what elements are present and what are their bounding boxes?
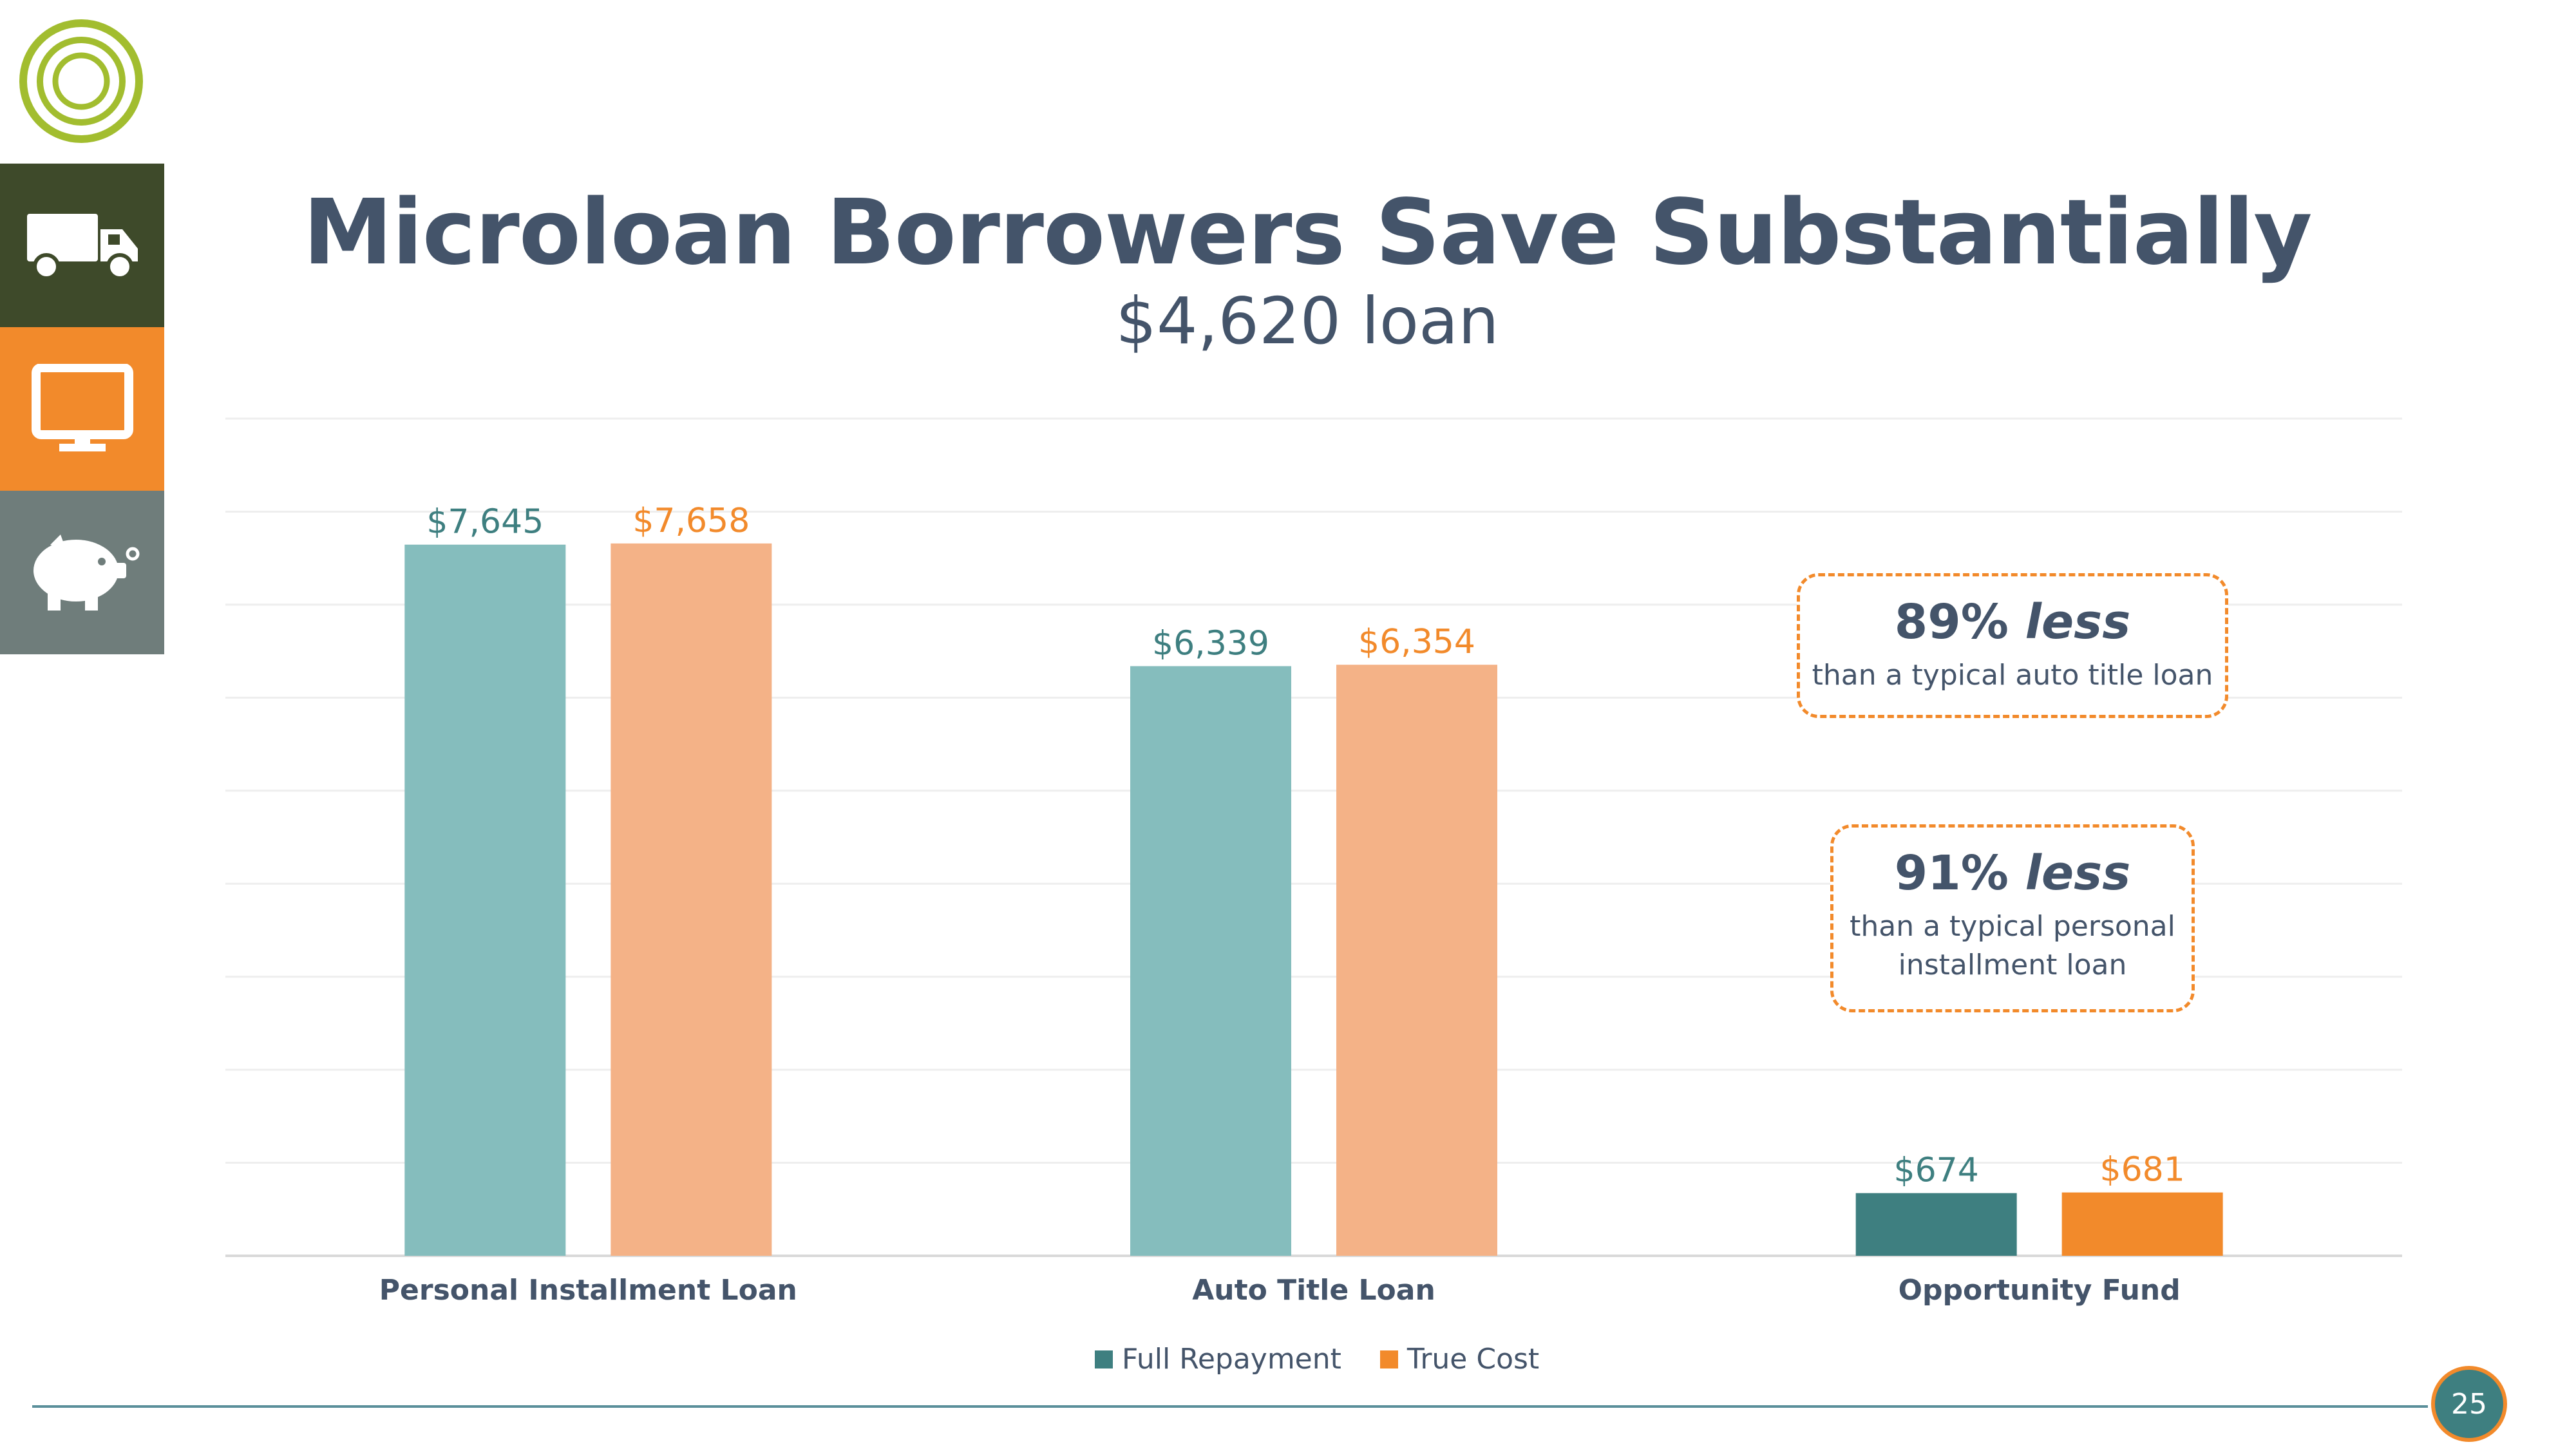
bar-true-cost — [1336, 665, 1497, 1256]
sidebar-tile-truck — [0, 164, 164, 327]
data-label: $7,658 — [632, 502, 750, 540]
truck-icon — [26, 214, 138, 280]
callout-auto-title-savings: 89% less than a typical auto title loan — [1797, 573, 2228, 718]
slide-title: Microloan Borrowers Save Substantially — [303, 180, 2312, 285]
page-number-badge: 25 — [2431, 1366, 2507, 1442]
monitor-icon — [31, 364, 133, 451]
piggy-bank-icon — [33, 535, 139, 611]
footer-divider — [32, 1405, 2428, 1408]
category-label: Auto Title Loan — [1192, 1274, 1435, 1307]
bar-full-repayment — [1855, 1193, 2017, 1256]
callout-percent: 89% less — [1894, 594, 2131, 650]
callout-percent: 91% less — [1894, 846, 2131, 901]
data-label: $6,354 — [1358, 623, 1475, 661]
bar-true-cost — [2061, 1192, 2223, 1256]
data-label: $674 — [1893, 1151, 1978, 1190]
legend-label: Full Repayment — [1122, 1343, 1341, 1376]
sidebar-tile-piggy — [0, 491, 164, 654]
legend-label: True Cost — [1406, 1343, 1540, 1376]
slide-subtitle: $4,620 loan — [1115, 283, 1499, 359]
callout-description: than a typical auto title loan — [1812, 659, 2213, 692]
legend-item-true-cost: True Cost — [1379, 1343, 1540, 1376]
sidebar-tile-monitor — [0, 327, 164, 491]
bar-full-repayment — [1130, 666, 1291, 1256]
logo-icon — [19, 19, 143, 143]
category-label: Personal Installment Loan — [379, 1274, 797, 1307]
callout-description: than a typical personal installment loan — [1850, 910, 2175, 981]
data-label: $7,645 — [426, 503, 544, 542]
data-label: $681 — [2099, 1151, 2184, 1189]
data-label: $6,339 — [1152, 624, 1269, 663]
bar-true-cost — [611, 543, 772, 1256]
callout-personal-installment-savings: 91% less than a typical personal install… — [1830, 824, 2195, 1012]
legend-swatch — [1095, 1350, 1113, 1368]
legend-item-full-repayment: Full Repayment — [1095, 1343, 1341, 1376]
legend-swatch — [1379, 1350, 1398, 1368]
chart-legend: Full Repayment True Cost — [1095, 1343, 1539, 1376]
category-label: Opportunity Fund — [1899, 1274, 2181, 1307]
bar-full-repayment — [404, 544, 566, 1256]
